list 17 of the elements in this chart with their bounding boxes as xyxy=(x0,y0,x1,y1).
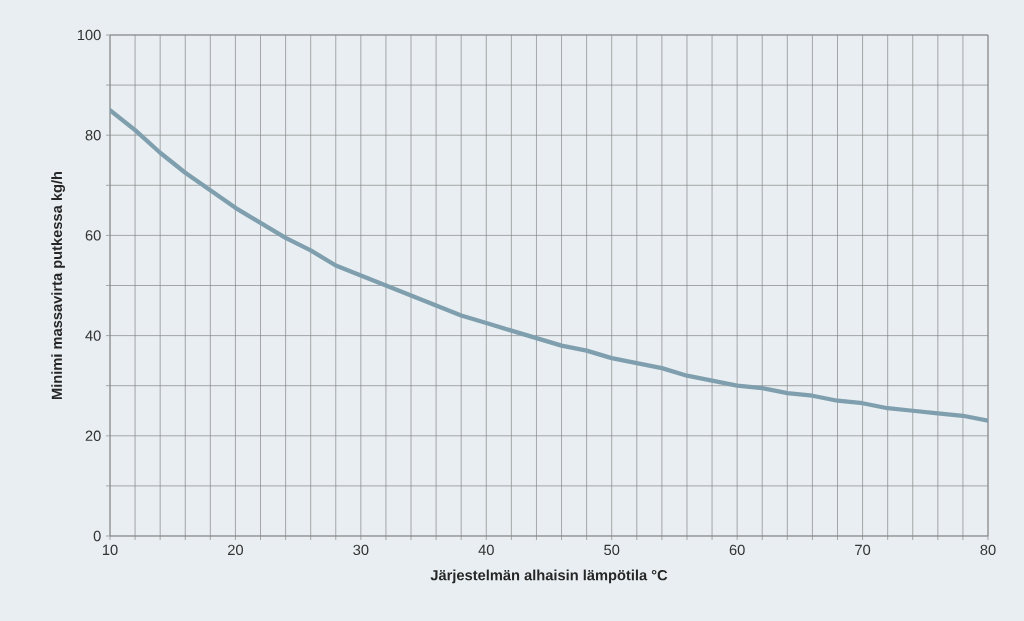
y-tick-label: 40 xyxy=(85,330,101,341)
x-tick-label: 40 xyxy=(478,544,494,556)
x-tick-label: 80 xyxy=(980,544,996,556)
y-tick-label: 100 xyxy=(77,29,101,41)
x-axis-title: Järjestelmän alhaisin lämpötila °C xyxy=(430,569,668,584)
x-tick-label: 50 xyxy=(604,544,620,556)
line-series xyxy=(110,108,988,423)
y-axis-title: Minimi massavirta putkessa kg/h xyxy=(51,171,66,400)
y-tick-label: 0 xyxy=(93,530,101,542)
x-tick-label: 20 xyxy=(228,544,243,556)
x-tick-label: 70 xyxy=(855,544,871,556)
y-tick-label: 20 xyxy=(85,430,101,441)
x-tick-label: 60 xyxy=(729,544,745,556)
y-tick-label: 80 xyxy=(85,130,101,141)
x-tick-label: 10 xyxy=(102,544,118,556)
y-tick-label: 60 xyxy=(85,230,101,241)
x-tick-label: 30 xyxy=(353,544,369,556)
